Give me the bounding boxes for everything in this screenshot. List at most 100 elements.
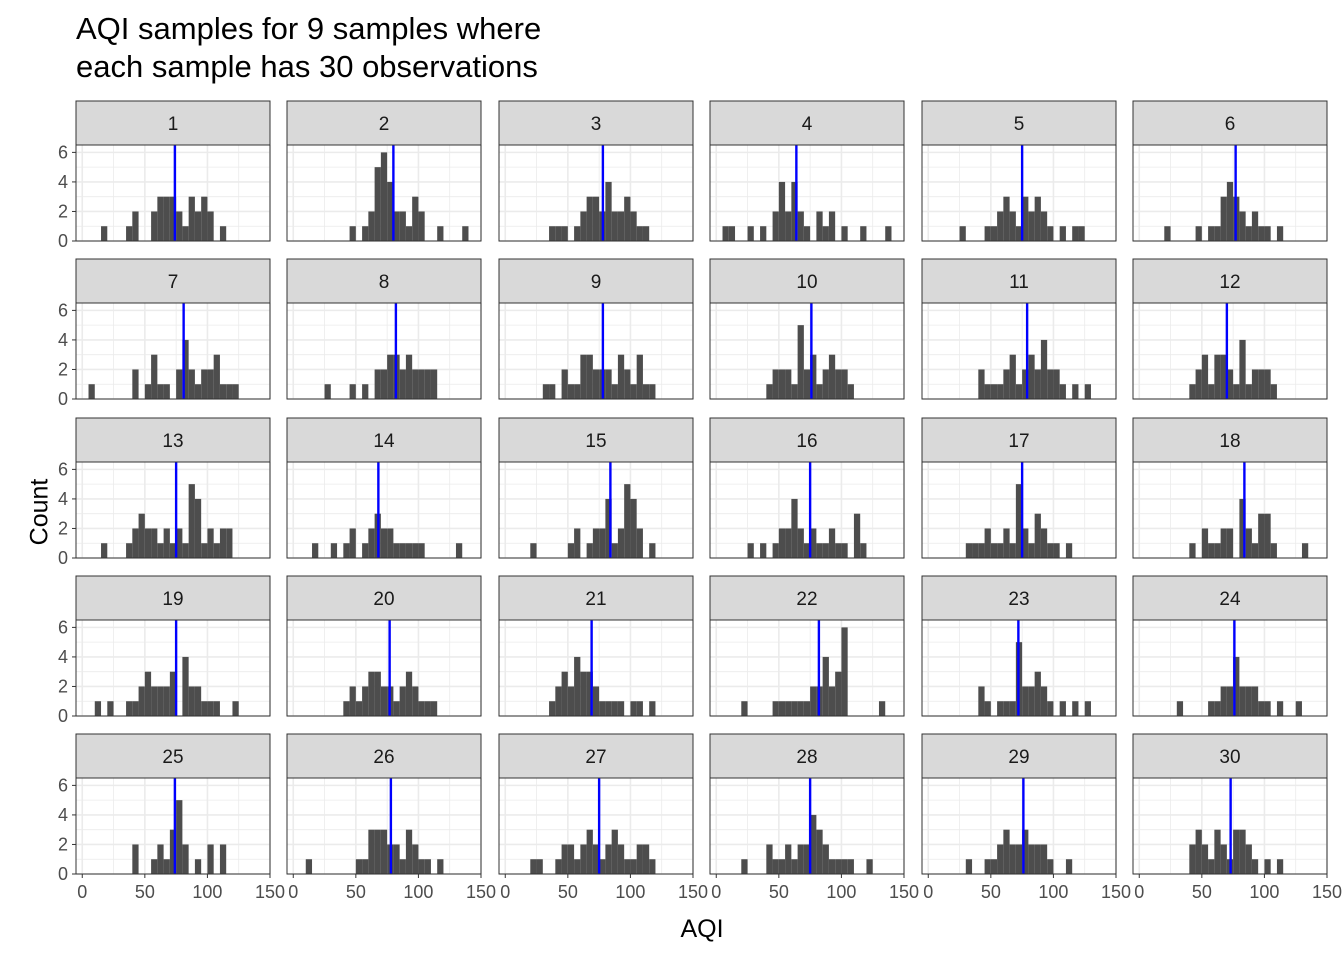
histogram-bar bbox=[586, 196, 593, 241]
histogram-bar bbox=[810, 814, 817, 874]
panel-border-17 bbox=[921, 461, 1117, 559]
histogram-bar bbox=[387, 181, 394, 241]
histogram-bar bbox=[636, 528, 643, 558]
histogram-bar bbox=[399, 686, 406, 716]
histogram-bar bbox=[126, 543, 133, 558]
histogram-bar bbox=[138, 686, 145, 716]
panel-border-21 bbox=[498, 619, 694, 717]
histogram-bar bbox=[1201, 354, 1209, 399]
facet-label-9: 9 bbox=[591, 272, 602, 293]
y-tick-label: 0 bbox=[58, 864, 68, 884]
facet-strip-5 bbox=[921, 100, 1117, 146]
histogram-bar bbox=[1214, 354, 1221, 399]
histogram-bar bbox=[324, 384, 331, 399]
facet-label-27: 27 bbox=[585, 747, 606, 768]
histogram-bar bbox=[374, 829, 381, 874]
histogram-bar bbox=[1220, 844, 1227, 874]
histogram-bar bbox=[803, 844, 811, 874]
histogram-bar bbox=[822, 656, 829, 716]
histogram-bar bbox=[828, 686, 836, 716]
histogram-bar bbox=[605, 181, 612, 241]
histogram-bar bbox=[617, 354, 625, 399]
facet-strip-14 bbox=[286, 417, 482, 463]
histogram-bar bbox=[816, 211, 823, 241]
histogram-bar bbox=[1189, 543, 1196, 558]
histogram-bar bbox=[642, 384, 650, 399]
histogram-bar bbox=[636, 354, 643, 399]
histogram-bar bbox=[791, 384, 798, 399]
histogram-bar bbox=[599, 859, 606, 874]
histogram-bar bbox=[997, 844, 1004, 874]
histogram-bar bbox=[343, 543, 350, 558]
histogram-bar bbox=[574, 859, 581, 874]
y-tick-label: 4 bbox=[58, 330, 68, 350]
histogram-bar bbox=[163, 196, 170, 241]
histogram-bar bbox=[978, 686, 985, 716]
x-tick-label: 100 bbox=[615, 882, 645, 902]
histogram-bar bbox=[368, 829, 375, 874]
histogram-bar bbox=[561, 226, 568, 241]
histogram-bar bbox=[355, 859, 363, 874]
histogram-bar bbox=[816, 384, 823, 399]
histogram-bar bbox=[1201, 844, 1209, 874]
histogram-bar bbox=[182, 844, 189, 874]
histogram-bar bbox=[549, 384, 556, 399]
histogram-bar bbox=[368, 528, 375, 558]
panel-border-5 bbox=[921, 144, 1117, 242]
histogram-bar bbox=[1220, 354, 1227, 399]
facet-label-28: 28 bbox=[796, 747, 817, 768]
histogram-bar bbox=[1009, 701, 1016, 716]
facet-label-14: 14 bbox=[373, 431, 395, 452]
facet-strip-27 bbox=[498, 733, 694, 779]
histogram-bar bbox=[1220, 686, 1227, 716]
histogram-bar bbox=[1189, 844, 1196, 874]
panel-border-16 bbox=[709, 461, 905, 559]
histogram-bar bbox=[430, 701, 438, 716]
histogram-bar bbox=[1065, 859, 1073, 874]
histogram-bar bbox=[816, 543, 823, 558]
panel-border-15 bbox=[498, 461, 694, 559]
histogram-bar bbox=[1251, 543, 1259, 558]
histogram-bar bbox=[760, 226, 767, 241]
histogram-bar bbox=[1040, 211, 1048, 241]
histogram-bar bbox=[1220, 528, 1227, 558]
histogram-bar bbox=[101, 543, 108, 558]
histogram-bar bbox=[1015, 226, 1023, 241]
histogram-bar bbox=[642, 844, 650, 874]
panel-border-13 bbox=[75, 461, 271, 559]
histogram-bar bbox=[126, 701, 133, 716]
facet-strip-9 bbox=[498, 258, 694, 304]
histogram-bar bbox=[157, 196, 164, 241]
histogram-bar bbox=[574, 656, 581, 716]
histogram-bar bbox=[997, 384, 1004, 399]
histogram-bar bbox=[1264, 226, 1271, 241]
histogram-bar bbox=[1226, 369, 1234, 399]
x-tick-label: 150 bbox=[889, 882, 919, 902]
histogram-bar bbox=[630, 701, 637, 716]
histogram-bar bbox=[772, 543, 779, 558]
y-tick-label: 0 bbox=[58, 706, 68, 726]
histogram-bar bbox=[797, 325, 804, 399]
y-tick-label: 6 bbox=[58, 300, 68, 320]
facet-label-2: 2 bbox=[379, 114, 390, 135]
histogram-bar bbox=[1208, 859, 1215, 874]
histogram-bar bbox=[1295, 701, 1302, 716]
histogram-bar bbox=[624, 196, 631, 241]
histogram-bar bbox=[997, 701, 1004, 716]
histogram-bar bbox=[810, 686, 817, 716]
histogram-bar bbox=[630, 211, 637, 241]
x-tick-label: 100 bbox=[826, 882, 856, 902]
facet-strip-28 bbox=[709, 733, 905, 779]
histogram-bar bbox=[1047, 701, 1054, 716]
histogram-bar bbox=[611, 701, 618, 716]
x-tick-label: 0 bbox=[923, 882, 933, 902]
histogram-bar bbox=[1245, 686, 1252, 716]
panel-border-8 bbox=[286, 302, 482, 400]
histogram-bar bbox=[605, 498, 612, 558]
histogram-bar bbox=[1226, 181, 1234, 241]
facet-label-20: 20 bbox=[373, 589, 394, 610]
histogram-bar bbox=[791, 181, 798, 241]
x-tick-label: 0 bbox=[1134, 882, 1144, 902]
histogram-bar bbox=[424, 859, 431, 874]
facet-strip-3 bbox=[498, 100, 694, 146]
